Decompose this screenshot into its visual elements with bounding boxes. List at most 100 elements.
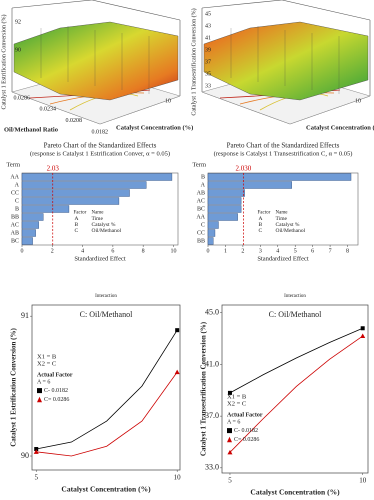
legend-cell: Oil/Methanol bbox=[276, 228, 306, 234]
legend-label: C= 0.0286 bbox=[234, 437, 259, 443]
legend-swatch bbox=[37, 396, 42, 403]
plot-frame bbox=[221, 304, 369, 474]
marker bbox=[360, 333, 366, 339]
bar bbox=[21, 237, 33, 245]
x-axis-label: Catalyst Concentration (%) bbox=[250, 488, 340, 497]
legend-cell: Time bbox=[276, 216, 288, 222]
y-tick-label: BB bbox=[11, 214, 19, 220]
series-line bbox=[36, 371, 178, 457]
y-tick-label: AC bbox=[11, 222, 19, 228]
x-tick-label: 8 bbox=[346, 248, 349, 254]
x-tick-label: 6 bbox=[111, 248, 114, 254]
frame-line bbox=[281, 0, 371, 21]
legend-cell: C bbox=[74, 228, 78, 234]
legend-cell: Time bbox=[91, 216, 103, 222]
legend-title: Actual Factor bbox=[227, 413, 263, 419]
bar bbox=[207, 189, 245, 197]
chart-subtitle: (response is Catalyst 1 Transestrificati… bbox=[214, 150, 353, 157]
y-tick-label: AB bbox=[197, 190, 205, 196]
bar bbox=[21, 221, 39, 229]
z-tick-label: 41 bbox=[205, 35, 211, 41]
plot-frame bbox=[31, 304, 181, 471]
y-axis-label: Term bbox=[192, 161, 206, 168]
x-tick-label: 5 bbox=[34, 474, 38, 482]
y-tick-label: A bbox=[201, 182, 206, 188]
y-tick-label: CC bbox=[197, 230, 205, 236]
y-tick-label: BC bbox=[11, 238, 19, 244]
x-tick-label: 10 bbox=[165, 98, 171, 104]
series-line bbox=[229, 335, 363, 453]
x-axis-label: Catalyst Concentration (%) bbox=[61, 485, 151, 494]
x-tick-label: 2 bbox=[51, 248, 54, 254]
legend-swatch bbox=[227, 436, 232, 443]
x-axis-label: Catalyst Concentration (%) bbox=[116, 124, 193, 131]
bar bbox=[21, 181, 147, 189]
z-tick-label: 33 bbox=[205, 83, 211, 89]
y-tick-label: 33.0 bbox=[205, 463, 219, 472]
x-tick-label: 10 bbox=[174, 474, 182, 482]
legend-note: X2 = C bbox=[227, 400, 246, 407]
bar bbox=[21, 229, 36, 237]
legend-cell: A bbox=[74, 216, 78, 222]
x-tick-label: 1 bbox=[224, 248, 227, 254]
bar bbox=[21, 205, 70, 213]
legend-cell: C bbox=[259, 228, 263, 234]
x-tick-label: 3 bbox=[259, 248, 262, 254]
y-tick-label: 37.0 bbox=[205, 411, 219, 420]
legend-cell: B bbox=[259, 222, 263, 228]
legend-note: X1 = B bbox=[37, 353, 57, 360]
legend-header: Factor bbox=[73, 211, 86, 216]
bar bbox=[207, 237, 214, 245]
y-axis-label: Catalyst 1 Estrification Conversion (%) bbox=[10, 328, 18, 447]
legend-factor: A = 6 bbox=[227, 420, 240, 426]
reference-label: 2.03 bbox=[47, 165, 60, 173]
legend-swatch bbox=[227, 428, 232, 434]
bar bbox=[207, 173, 352, 181]
legend-cell: Catalyst % bbox=[276, 222, 300, 228]
x-axis-label: Standardized Effect bbox=[257, 255, 309, 262]
y-axis-label: Term bbox=[6, 161, 20, 168]
reference-label: 2.030 bbox=[236, 165, 252, 173]
y-tick-label: BB bbox=[197, 238, 205, 244]
legend-header: Name bbox=[91, 211, 104, 216]
surface bbox=[203, 21, 369, 101]
x-tick-label: 0 bbox=[207, 248, 210, 254]
marker bbox=[175, 328, 180, 333]
series-line bbox=[229, 327, 363, 394]
frame-line bbox=[11, 0, 93, 9]
bar bbox=[207, 221, 219, 229]
y-tick-label: BC bbox=[197, 206, 205, 212]
frame-line bbox=[201, 0, 283, 9]
header-label: Interaction bbox=[95, 294, 117, 299]
legend-label: C= 0.0286 bbox=[44, 397, 69, 403]
y-tick-label: 0.0208 bbox=[66, 118, 83, 124]
legend-cell: Oil/Methanol bbox=[91, 228, 121, 234]
x-tick-label: 10 bbox=[170, 248, 176, 254]
marker bbox=[33, 449, 39, 454]
z-tick-label: 39 bbox=[205, 47, 211, 53]
z-tick-label: 37 bbox=[205, 59, 211, 65]
legend-label: C- 0.0182 bbox=[44, 388, 68, 394]
legend-title: Actual Factor bbox=[37, 373, 73, 379]
y-tick-label: A bbox=[15, 182, 20, 188]
legend-factor: A = 6 bbox=[37, 380, 50, 386]
series-line bbox=[36, 329, 178, 450]
y-tick-label: 0.0234 bbox=[40, 107, 57, 113]
chart-title: C: Oil/Methanol bbox=[269, 310, 322, 319]
y-tick-label: 41.0 bbox=[205, 359, 219, 368]
bar bbox=[21, 197, 120, 205]
bar bbox=[207, 197, 242, 205]
legend-swatch bbox=[37, 388, 42, 394]
marker bbox=[227, 449, 233, 455]
bar bbox=[21, 189, 130, 197]
x-tick-label: 5 bbox=[294, 248, 297, 254]
y-tick-label: AB bbox=[11, 230, 19, 236]
z-tick-label: 35 bbox=[205, 71, 211, 77]
y-tick-label: 45.0 bbox=[205, 308, 219, 317]
x-axis-label: Standardized Effect bbox=[74, 255, 126, 262]
y-tick-label: 0.0182 bbox=[92, 129, 109, 135]
x-tick-label: 4 bbox=[276, 248, 279, 254]
x-axis-label: Catalyst Concentration (%) bbox=[306, 124, 374, 131]
legend-note: X1 = B bbox=[227, 393, 247, 400]
